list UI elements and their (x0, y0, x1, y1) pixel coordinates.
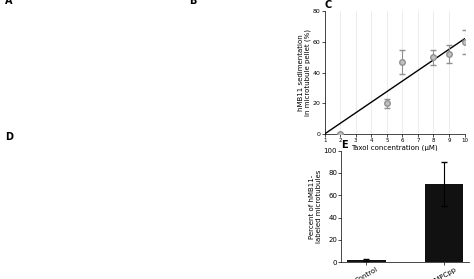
Text: A: A (5, 0, 12, 6)
Text: D: D (5, 133, 13, 143)
Y-axis label: Percent of hMB11-
labeled microtubules: Percent of hMB11- labeled microtubules (309, 170, 322, 243)
Text: B: B (190, 0, 197, 6)
X-axis label: Taxol concentration (μM): Taxol concentration (μM) (351, 145, 438, 151)
Bar (425, 184, 464, 262)
Y-axis label: hMB11 sedimentation
in microtubule pellet (%): hMB11 sedimentation in microtubule pelle… (298, 29, 311, 116)
Text: E: E (341, 140, 348, 150)
Bar (347, 260, 386, 262)
Text: C: C (325, 0, 332, 10)
